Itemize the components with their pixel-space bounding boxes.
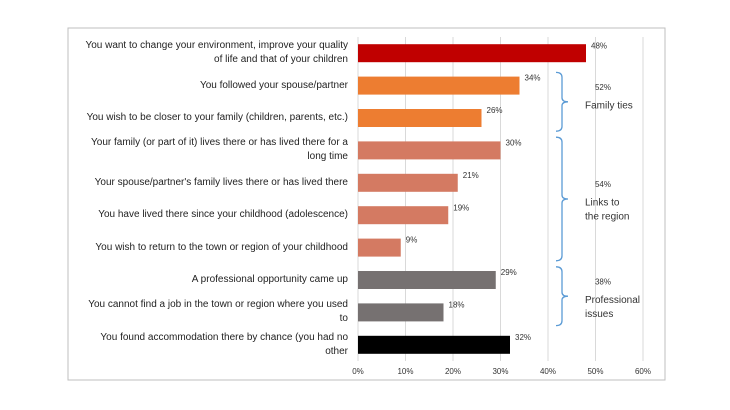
bar bbox=[358, 109, 482, 127]
x-tick-label: 60% bbox=[635, 367, 651, 376]
category-label: Your spouse/partner's family lives there… bbox=[94, 176, 348, 188]
value-label: 18% bbox=[449, 301, 465, 310]
chart-border bbox=[67, 27, 666, 381]
category-label: You found accommodation there by chance … bbox=[100, 331, 348, 357]
x-tick-label: 10% bbox=[397, 367, 413, 376]
category-label: You followed your spouse/partner bbox=[199, 79, 348, 91]
bar bbox=[358, 271, 496, 289]
group-label: issues bbox=[585, 309, 613, 320]
value-label: 48% bbox=[591, 41, 607, 50]
value-label: 21% bbox=[463, 171, 479, 180]
bar bbox=[358, 44, 586, 63]
category-label: Your family (or part of it) lives there … bbox=[91, 137, 348, 163]
x-tick-label: 30% bbox=[492, 367, 508, 376]
group-value-label: 54% bbox=[595, 180, 611, 189]
x-tick-label: 0% bbox=[352, 367, 364, 376]
group-label: Family ties bbox=[585, 100, 633, 111]
bar bbox=[358, 173, 458, 192]
category-label: You want to change your environment, imp… bbox=[85, 40, 348, 66]
group-label: Links to bbox=[585, 198, 620, 209]
value-label: 19% bbox=[453, 203, 469, 212]
value-label: 32% bbox=[515, 333, 531, 342]
group-bracket bbox=[555, 266, 569, 327]
bar bbox=[358, 335, 510, 354]
group-bracket bbox=[555, 71, 569, 132]
x-tick-label: 50% bbox=[587, 367, 603, 376]
bar bbox=[358, 206, 449, 225]
bar bbox=[358, 303, 444, 322]
bar bbox=[358, 141, 501, 160]
category-label: You cannot find a job in the town or reg… bbox=[88, 299, 348, 325]
x-tick-label: 40% bbox=[540, 367, 556, 376]
value-label: 34% bbox=[525, 74, 541, 83]
bar bbox=[358, 76, 520, 95]
x-tick-label: 20% bbox=[445, 367, 461, 376]
group-value-label: 52% bbox=[595, 83, 611, 92]
value-label: 29% bbox=[501, 268, 517, 277]
category-label: A professional opportunity came up bbox=[191, 274, 348, 285]
category-label: You wish to be closer to your family (ch… bbox=[86, 112, 348, 123]
value-label: 30% bbox=[506, 139, 522, 148]
value-label: 9% bbox=[406, 236, 418, 245]
group-label: the region bbox=[585, 212, 629, 223]
category-label: You wish to return to the town or region… bbox=[95, 241, 348, 253]
group-value-label: 38% bbox=[595, 277, 611, 286]
group-bracket bbox=[555, 136, 569, 262]
group-label: Professional bbox=[585, 295, 640, 306]
bar bbox=[358, 238, 401, 257]
value-label: 26% bbox=[487, 106, 503, 115]
category-label: You have lived there since your childhoo… bbox=[98, 209, 348, 221]
